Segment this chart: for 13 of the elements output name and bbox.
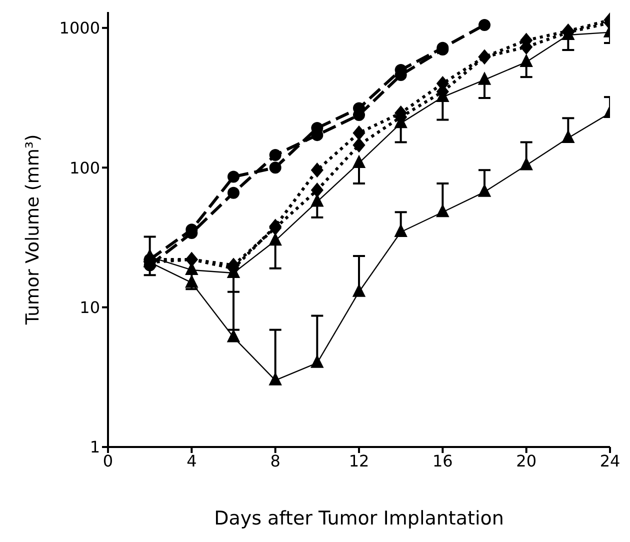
x-tick-label: 8 bbox=[270, 451, 280, 470]
x-tick-label: 24 bbox=[600, 451, 620, 470]
x-axis-title: Days after Tumor Implantation bbox=[214, 507, 504, 530]
y-tick-label: 100 bbox=[69, 158, 100, 178]
x-tick-label: 0 bbox=[102, 451, 114, 470]
x-tick-label: 20 bbox=[516, 451, 537, 470]
y-tick-label: 1000 bbox=[59, 18, 100, 38]
x-tick-label: 16 bbox=[432, 451, 453, 470]
y-tick-label: 10 bbox=[80, 298, 100, 317]
y-axis-title: Tumor Volume (mm³) bbox=[22, 134, 44, 326]
y-tick-label: 1 bbox=[90, 438, 100, 457]
x-tick-label: 4 bbox=[186, 451, 197, 470]
x-tick-label: 12 bbox=[348, 451, 370, 470]
